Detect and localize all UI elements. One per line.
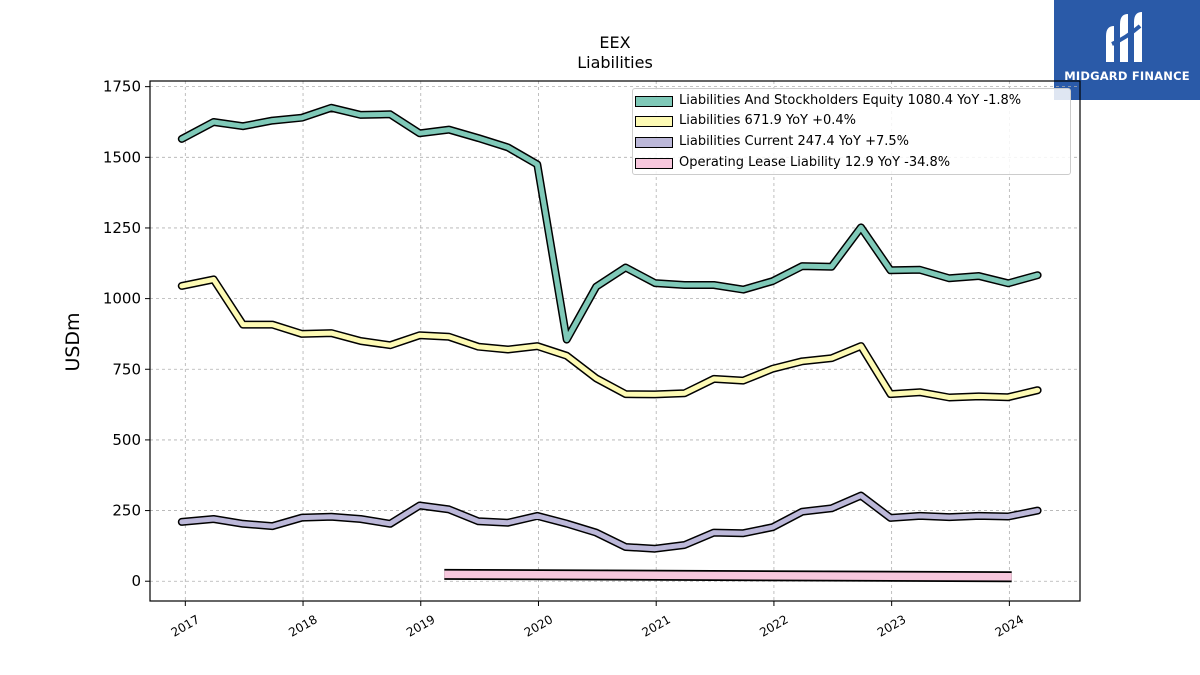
y-tick-label: 0 — [131, 572, 141, 590]
legend-label: Liabilities 671.9 YoY +0.4% — [679, 113, 857, 128]
x-tick-label: 2024 — [993, 612, 1026, 639]
series-lines — [177, 103, 1042, 583]
x-tick-label: 2020 — [522, 612, 555, 639]
legend: Liabilities And Stockholders Equity 1080… — [632, 88, 1071, 175]
y-tick-label: 500 — [112, 431, 141, 449]
series-line — [179, 493, 1041, 552]
plot-frame — [149, 80, 1081, 602]
series-line — [179, 276, 1041, 400]
legend-swatch — [635, 115, 673, 127]
y-tick-label: 1250 — [103, 219, 141, 237]
y-tick-label: 1000 — [103, 290, 141, 308]
y-tick-label: 1750 — [103, 78, 141, 96]
x-tick-label: 2022 — [757, 612, 790, 639]
legend-swatch — [635, 157, 673, 169]
series-outline — [177, 275, 1042, 402]
x-tick-label: 2021 — [639, 612, 672, 639]
legend-swatch — [635, 95, 673, 107]
y-tick-label: 1500 — [103, 148, 141, 166]
logo-text: MIDGARD FINANCE — [1064, 69, 1190, 83]
y-tick-label: 250 — [112, 502, 141, 520]
chart-title: EEX — [599, 33, 631, 52]
midgard-m-icon — [1106, 12, 1142, 62]
brand-logo: MIDGARD FINANCE — [1054, 0, 1200, 100]
x-tick-label: 2023 — [875, 612, 908, 639]
legend-label: Liabilities Current 247.4 YoY +7.5% — [679, 134, 909, 149]
x-tick-label: 2018 — [286, 612, 319, 639]
x-tick-label: 2019 — [404, 612, 437, 639]
chart-subtitle: Liabilities — [577, 53, 653, 72]
x-tick-label: 2017 — [169, 612, 202, 639]
y-tick-label: 750 — [112, 360, 141, 378]
series-line — [179, 105, 1041, 343]
legend-swatch — [635, 136, 673, 148]
legend-label: Liabilities And Stockholders Equity 1080… — [679, 93, 1022, 108]
legend-label: Operating Lease Liability 12.9 YoY -34.8… — [679, 155, 951, 170]
series-line — [444, 570, 1012, 581]
